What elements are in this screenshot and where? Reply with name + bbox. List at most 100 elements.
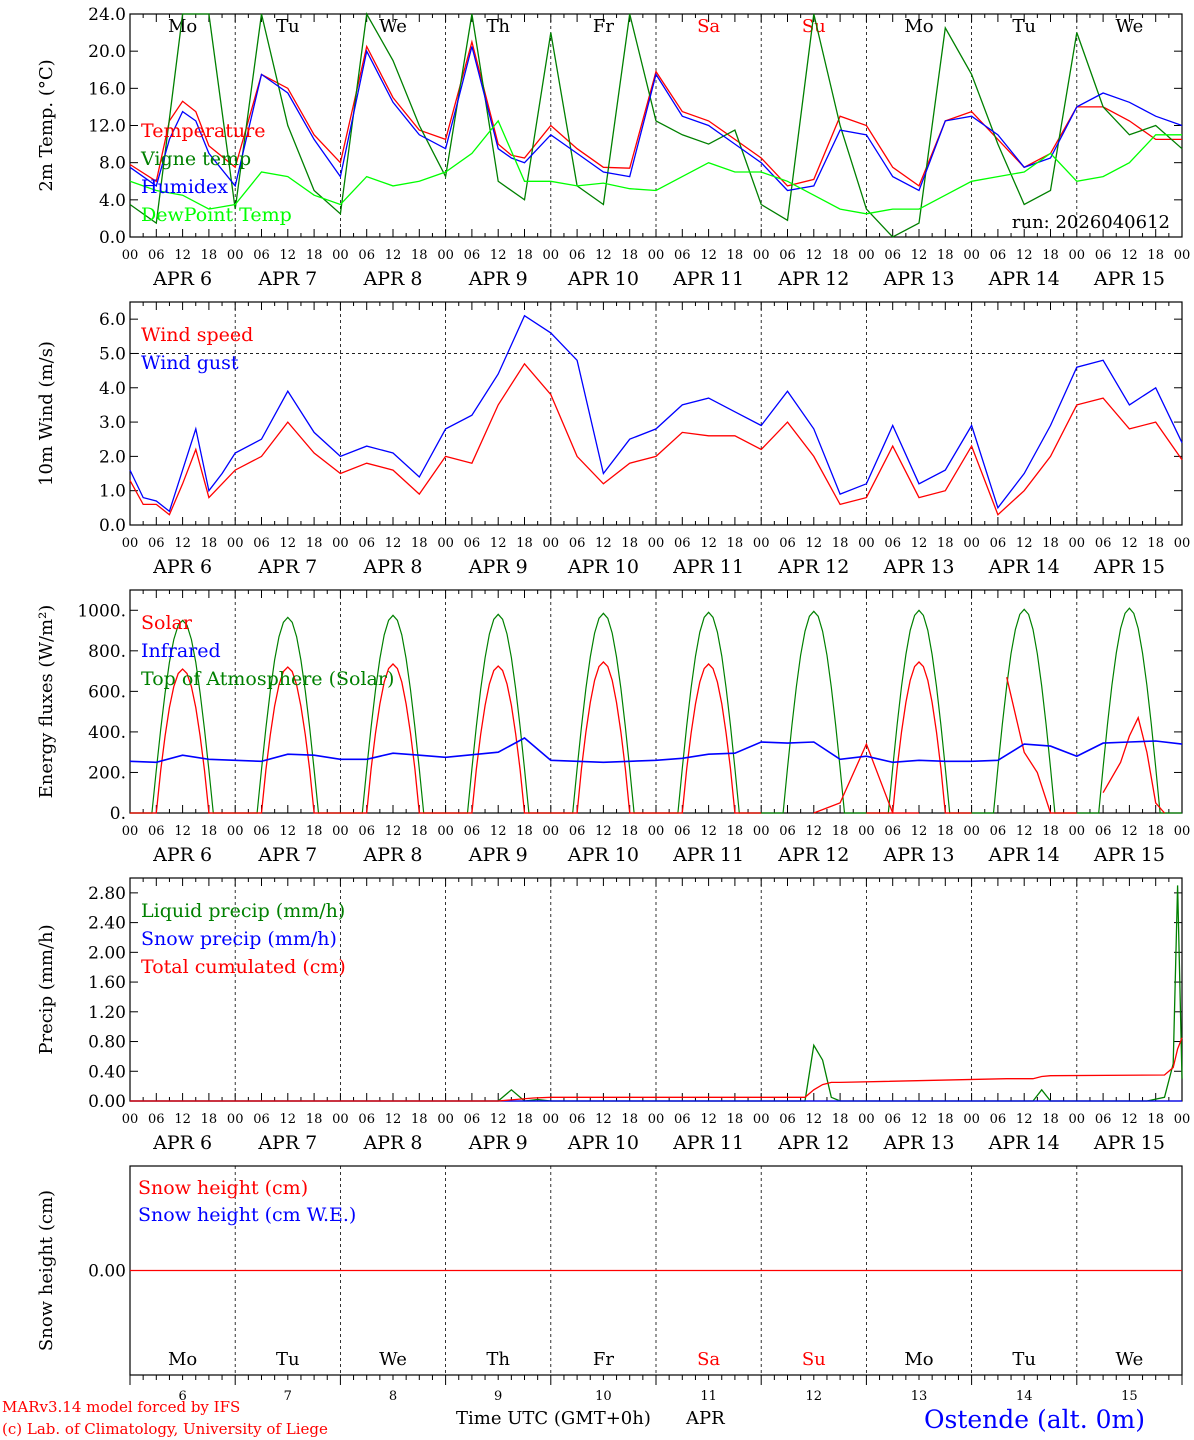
x-hour-label: 12 <box>280 248 297 263</box>
x-hour-label: 00 <box>648 248 665 263</box>
x-hour-label: 06 <box>358 1112 375 1127</box>
y-tick-label: 2.00 <box>88 943 126 963</box>
x-hour-label: 06 <box>1095 248 1112 263</box>
x-hour-label: 12 <box>385 248 402 263</box>
legend-entry: Total cumulated (cm) <box>141 956 346 978</box>
y-tick-label: 600. <box>88 682 126 702</box>
x-date-label: APR 9 <box>468 844 528 866</box>
y-tick-label: 1000. <box>77 601 126 621</box>
x-hour-label: 18 <box>201 536 218 551</box>
y-axis-label: 10m Wind (m/s) <box>36 341 57 486</box>
x-hour-label: 00 <box>437 536 454 551</box>
x-hour-label: 00 <box>648 536 665 551</box>
y-tick-label: 1.0 <box>99 482 126 502</box>
series-line-1 <box>129 362 1183 516</box>
x-date-label: APR 10 <box>567 844 639 866</box>
legend-entry: Wind gust <box>141 352 239 374</box>
x-date-label: APR 14 <box>988 1132 1060 1154</box>
x-hour-label: 06 <box>779 824 796 839</box>
x-day-number: 11 <box>700 1389 717 1404</box>
x-hour-label: 00 <box>227 536 244 551</box>
x-hour-label: 00 <box>437 824 454 839</box>
x-hour-label: 06 <box>464 248 481 263</box>
x-hour-label: 00 <box>1174 248 1191 263</box>
x-hour-label: 06 <box>674 536 691 551</box>
lab-credit: (c) Lab. of Climatology, University of L… <box>2 1420 328 1438</box>
x-hour-label: 00 <box>332 824 349 839</box>
x-date-label: APR 12 <box>777 268 849 290</box>
x-date-label: APR 11 <box>672 556 744 578</box>
x-hour-label: 12 <box>595 1112 612 1127</box>
solar-line <box>1102 715 1165 814</box>
legend-entry: Solar <box>141 612 193 634</box>
x-date-label: APR 7 <box>257 844 317 866</box>
day-name-label: Th <box>486 1349 510 1370</box>
solar-line <box>130 668 236 814</box>
day-name-label: Su <box>802 16 826 37</box>
x-hour-label: 00 <box>858 824 875 839</box>
x-hour-label: 06 <box>884 248 901 263</box>
series-line-3 <box>130 1037 1183 1102</box>
x-hour-label: 06 <box>569 248 586 263</box>
x-hour-label: 00 <box>1069 1112 1086 1127</box>
x-hour-label: 18 <box>411 824 428 839</box>
x-hour-label: 06 <box>464 1112 481 1127</box>
x-hour-label: 06 <box>358 824 375 839</box>
x-hour-label: 00 <box>1174 536 1191 551</box>
x-day-number: 13 <box>911 1389 928 1404</box>
x-hour-label: 00 <box>122 824 139 839</box>
x-date-label: APR 11 <box>672 1132 744 1154</box>
x-hour-label: 06 <box>779 248 796 263</box>
solar-line <box>235 666 341 814</box>
panel-3: 0. 200. 400. 600. 800. 1000. Energy fluxes (W/… <box>36 589 1190 866</box>
x-day-number: 15 <box>1121 1389 1138 1404</box>
x-hour-label: 18 <box>832 824 849 839</box>
x-hour-label: 06 <box>148 824 165 839</box>
model-credit: MARv3.14 model forced by IFS <box>2 1398 240 1416</box>
y-tick-label: 2.0 <box>99 447 126 467</box>
x-hour-label: 12 <box>490 248 507 263</box>
x-hour-label: 18 <box>1147 248 1164 263</box>
x-hour-label: 12 <box>595 536 612 551</box>
x-hour-label: 00 <box>1069 248 1086 263</box>
x-axis-month: APR <box>685 1408 725 1429</box>
x-hour-label: 12 <box>174 824 191 839</box>
footer: MARv3.14 model forced by IFS (c) Lab. of… <box>2 1398 1145 1438</box>
x-hour-label: 06 <box>358 248 375 263</box>
y-tick-label: 0.40 <box>88 1062 126 1082</box>
x-hour-label: 18 <box>937 248 954 263</box>
x-hour-label: 00 <box>543 1112 560 1127</box>
x-hour-label: 06 <box>1095 1112 1112 1127</box>
day-name-label: We <box>1116 16 1144 37</box>
day-name-label: Fr <box>593 16 614 37</box>
y-tick-label: 200. <box>88 763 126 783</box>
x-hour-label: 12 <box>280 824 297 839</box>
legend-entry: Vigne temp <box>140 148 251 170</box>
day-name-label: We <box>379 16 407 37</box>
x-hour-label: 00 <box>227 1112 244 1127</box>
x-hour-label: 18 <box>1147 1112 1164 1127</box>
x-hour-label: 06 <box>464 536 481 551</box>
x-hour-label: 00 <box>963 824 980 839</box>
x-hour-label: 06 <box>148 248 165 263</box>
x-hour-label: 12 <box>911 824 928 839</box>
x-date-label: APR 12 <box>777 844 849 866</box>
x-date-label: APR 6 <box>152 268 212 290</box>
panel-5: 0.00 Snow height (cm) 6 Mo 7 Tu 8 We 9 Th 10 Fr 11 Sa… <box>36 1165 1183 1404</box>
x-hour-label: 00 <box>1069 824 1086 839</box>
x-hour-label: 00 <box>332 248 349 263</box>
x-hour-label: 00 <box>543 248 560 263</box>
x-hour-label: 12 <box>700 248 717 263</box>
x-date-label: APR 9 <box>468 268 528 290</box>
x-hour-label: 18 <box>201 248 218 263</box>
x-date-label: APR 14 <box>988 844 1060 866</box>
day-name-label: Tu <box>276 16 300 37</box>
x-hour-label: 12 <box>1121 824 1138 839</box>
day-name-label: Mo <box>904 16 933 37</box>
x-hour-label: 06 <box>779 536 796 551</box>
x-hour-label: 12 <box>174 248 191 263</box>
y-tick-label: 0. <box>110 804 126 824</box>
x-hour-label: 00 <box>122 536 139 551</box>
x-hour-label: 00 <box>963 1112 980 1127</box>
x-hour-label: 18 <box>1147 536 1164 551</box>
